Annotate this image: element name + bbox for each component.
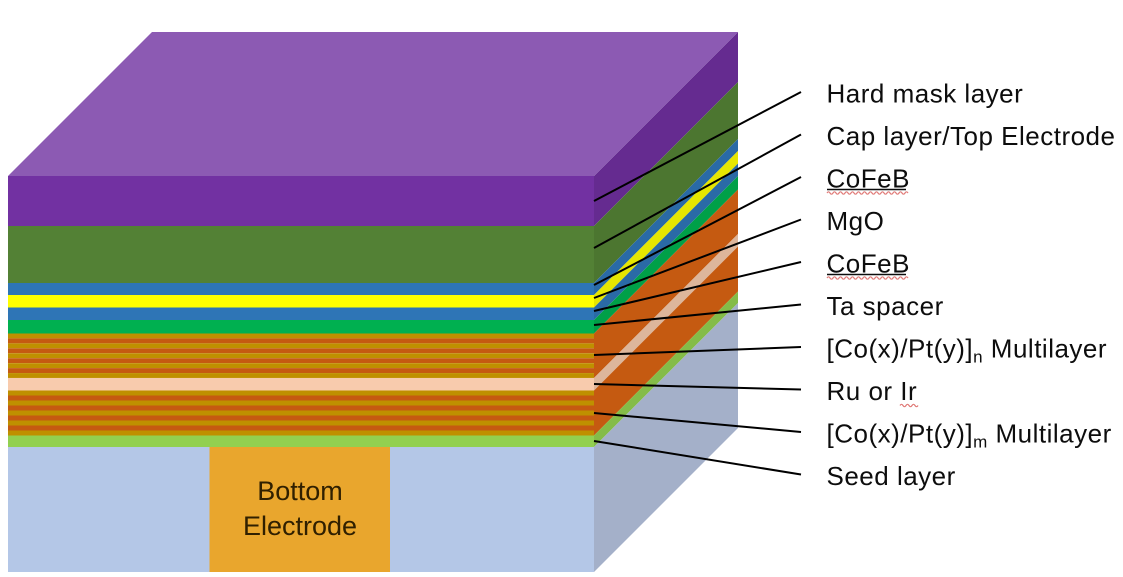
svg-text:[Co(x)/Pt(y)]n Multilayer: [Co(x)/Pt(y)]n Multilayer (827, 334, 1108, 367)
svg-text:Seed layer: Seed layer (827, 461, 956, 491)
svg-text:Bottom: Bottom (257, 476, 343, 506)
svg-text:CoFeB: CoFeB (827, 164, 910, 194)
svg-text:CoFeB: CoFeB (827, 249, 910, 279)
svg-text:Hard mask layer: Hard mask layer (827, 79, 1024, 109)
svg-text:Ru or Ir: Ru or Ir (827, 376, 918, 406)
svg-text:Cap layer/Top Electrode: Cap layer/Top Electrode (827, 121, 1116, 151)
svg-text:MgO: MgO (827, 206, 885, 236)
svg-text:Electrode: Electrode (243, 511, 357, 541)
svg-text:Ta spacer: Ta spacer (827, 291, 944, 321)
svg-text:[Co(x)/Pt(y)]m Multilayer: [Co(x)/Pt(y)]m Multilayer (827, 419, 1112, 452)
